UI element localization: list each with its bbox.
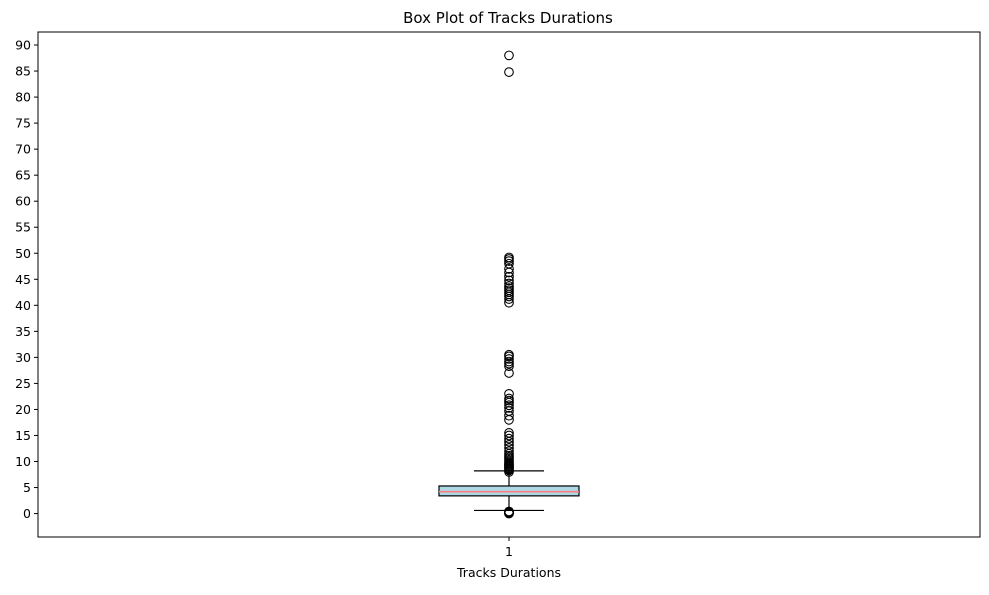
outlier-point — [504, 440, 514, 450]
y-axis: 0 5 10 15 20 25 30 35 40 45 50 55 60 65 70 75 80 85 90 — [15, 38, 38, 521]
outlier-point — [504, 67, 514, 77]
y-tick-label: 65 — [15, 168, 31, 183]
outlier-point — [504, 433, 514, 444]
y-tick-label: 60 — [15, 194, 31, 209]
plot-content — [438, 50, 580, 519]
y-tick-label: 45 — [15, 272, 31, 287]
outlier-point — [504, 278, 514, 289]
outlier-point — [504, 430, 514, 441]
outlier-point — [504, 349, 514, 360]
outlier-point — [504, 271, 514, 282]
outlier-point — [504, 252, 514, 263]
y-tick-label: 0 — [23, 506, 31, 521]
y-tick-label: 80 — [15, 90, 31, 105]
plot-frame — [37, 31, 981, 538]
y-tick-label: 30 — [15, 350, 31, 365]
outlier-point — [504, 506, 514, 517]
y-tick-label: 85 — [15, 64, 31, 79]
outlier-point — [504, 393, 514, 404]
outlier-point — [504, 388, 514, 399]
y-tick-label: 70 — [15, 142, 31, 157]
x-tick-label: 1 — [505, 544, 513, 559]
outlier-point — [504, 361, 514, 372]
y-tick-label: 5 — [23, 480, 31, 495]
y-tick-label: 20 — [15, 402, 31, 417]
outlier-point — [504, 281, 514, 291]
y-tick-label: 10 — [15, 454, 31, 469]
chart-title: Box Plot of Tracks Durations — [403, 9, 613, 27]
outlier-point — [504, 275, 514, 286]
x-axis-label: Tracks Durations — [456, 565, 561, 580]
y-tick-label: 35 — [15, 324, 31, 339]
outlier-point — [504, 400, 514, 411]
outlier-point — [504, 258, 514, 269]
y-tick-label: 75 — [15, 116, 31, 131]
outlier-point — [504, 354, 514, 364]
y-tick-label: 15 — [15, 428, 31, 443]
outlier-point — [504, 443, 514, 453]
y-tick-label: 25 — [15, 376, 31, 391]
outlier-point — [504, 368, 514, 378]
y-tick-label: 40 — [15, 298, 31, 313]
y-tick-label: 50 — [15, 246, 31, 261]
outlier-point — [504, 356, 514, 367]
outlier-point — [504, 50, 514, 61]
y-tick-label: 90 — [15, 38, 31, 53]
outlier-point — [504, 264, 514, 274]
outlier-point — [504, 403, 514, 413]
y-tick-label: 55 — [15, 220, 31, 235]
outlier-point — [504, 428, 514, 438]
outlier-point — [504, 446, 514, 456]
outlier-point — [504, 410, 514, 421]
x-axis: 1 — [505, 537, 513, 559]
